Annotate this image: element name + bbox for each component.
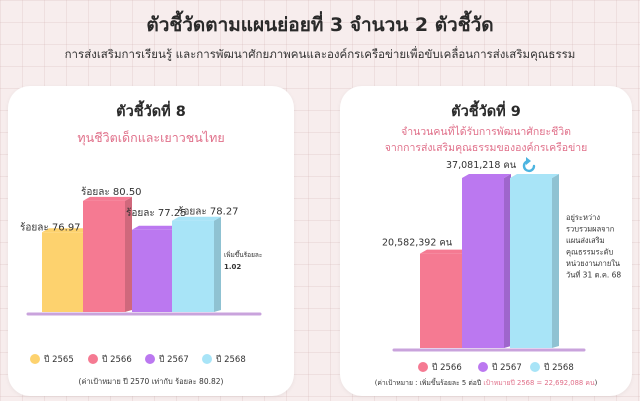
legend-label-ปี 2566: ปี 2566	[432, 362, 462, 373]
indicator-9-subtitle-line-2: จากการส่งเสริมคุณธรรมขององค์กรเครือข่าย	[384, 142, 588, 154]
indicator-8-title: ตัวชี้วัดที่ 8	[116, 104, 186, 120]
bar-ปี 2567	[132, 229, 174, 312]
indicator-8-subtitle: ทุนชีวิตเด็กและเยาวชนไทย	[77, 130, 225, 145]
legend-label-ปี 2565: ปี 2565	[44, 354, 74, 365]
legend-dot-ปี 2565	[30, 354, 40, 364]
indicator-8-chart: ร้อยละ 76.97 ร้อยละ 80.50 ร้อยละ 77.25ร้อย…	[20, 186, 262, 386]
pending-note-line-3: แผนส่งเสริม	[566, 236, 605, 245]
indicator-9-chart: 20,582,392 คน 37,081,218 คนอยู่ระหว่างรวบ…	[375, 157, 621, 387]
legend-dot-ปี 2567	[145, 354, 155, 364]
footnote-suffix: )	[595, 379, 598, 387]
legend-dot-ปี 2568	[202, 354, 212, 364]
legend-label-ปี 2567: ปี 2567	[492, 362, 522, 373]
bar-ปี 2567-top	[132, 225, 181, 230]
indicator-9-panel: ตัวชี้วัดที่ 9 จำนวนคนที่ได้รับการพัฒนาศ…	[340, 86, 632, 396]
pending-note-line-5: หน่วยงานภายใน	[566, 259, 620, 268]
legend-label-ปี 2566: ปี 2566	[102, 354, 132, 365]
pending-note-line-1: อยู่ระหว่าง	[566, 213, 600, 222]
page-subtitle: การส่งเสริมการเรียนรู้ และการพัฒนาศักยภา…	[64, 47, 576, 61]
indicator-9-footnote: (ค่าเป้าหมาย : เพิ่มขึ้นร้อยละ 5 ต่อปี เ…	[375, 377, 598, 387]
bar-ปี 2568	[510, 178, 552, 348]
bar-ปี 2566-top	[83, 196, 132, 201]
bar-ปี 2565	[42, 232, 84, 312]
footnote-target: เป้าหมายปี 2568 = 22,692,088 คน	[483, 379, 595, 387]
refresh-icon	[522, 159, 536, 173]
page-title: ตัวชี้วัดตามแผนย่อยที่ 3 จำนวน 2 ตัวชี้ว…	[146, 14, 494, 36]
legend-label-ปี 2568: ปี 2568	[216, 354, 246, 365]
bar-ปี 2568-side	[214, 216, 221, 312]
bar-ปี 2565-top	[42, 228, 91, 233]
bar-ปี 2566	[83, 200, 125, 312]
legend-label-ปี 2567: ปี 2567	[159, 354, 189, 365]
bar-ปี 2566	[420, 253, 462, 348]
bar-ปี 2568	[172, 220, 214, 312]
value-label-ปี 2567: 37,081,218 คน	[446, 160, 517, 171]
bar-ปี 2567-side	[504, 174, 511, 348]
value-label-ปี 2567: ร้อยละ 77.25	[126, 207, 187, 219]
bar-ปี 2568-top	[172, 216, 221, 221]
legend-label-ปี 2568: ปี 2568	[544, 362, 574, 373]
legend-dot-ปี 2566	[88, 354, 98, 364]
bar-ปี 2567-top	[462, 174, 511, 178]
indicator-8-panel: ตัวชี้วัดที่ 8 ทุนชีวิตเด็กและเยาวชนไทย …	[8, 86, 294, 396]
indicator-9-subtitle-line-1: จำนวนคนที่ได้รับการพัฒนาศักยะชีวิต	[401, 126, 571, 138]
value-label-ปี 2566: ร้อยละ 80.50	[81, 186, 142, 198]
value-label-ปี 2565: ร้อยละ 76.97	[20, 221, 81, 233]
bar-ปี 2568-top	[510, 174, 559, 178]
pending-note-line-6: วันที่ 31 ต.ค. 68	[566, 270, 621, 280]
bar-ปี 2568-side	[552, 174, 559, 348]
increase-note-label: เพิ่มขึ้นร้อยละ	[224, 250, 262, 259]
bar-ปี 2566-side	[125, 196, 132, 312]
bar-ปี 2567	[462, 178, 504, 348]
refresh-icon-arrow	[526, 157, 531, 165]
legend-dot-ปี 2566	[418, 362, 428, 372]
pending-note-line-2: รวบรวมผลจาก	[566, 225, 614, 234]
legend-dot-ปี 2567	[478, 362, 488, 372]
indicator-8-footnote: (ค่าเป้าหมาย ปี 2570 เท่ากับ ร้อยละ 80.8…	[79, 377, 224, 386]
indicator-9-title: ตัวชี้วัดที่ 9	[451, 104, 521, 120]
footnote-prefix: (ค่าเป้าหมาย : เพิ่มขึ้นร้อยละ 5 ต่อปี	[375, 377, 484, 387]
value-label-ปี 2568: ร้อยละ 78.27	[178, 206, 239, 218]
value-label-ปี 2566: 20,582,392 คน	[382, 238, 453, 249]
pending-note-line-4: คุณธรรมระดับ	[566, 248, 613, 257]
legend-dot-ปี 2568	[530, 362, 540, 372]
increase-note-value: 1.02	[224, 263, 241, 271]
bar-ปี 2566-top	[420, 249, 469, 254]
